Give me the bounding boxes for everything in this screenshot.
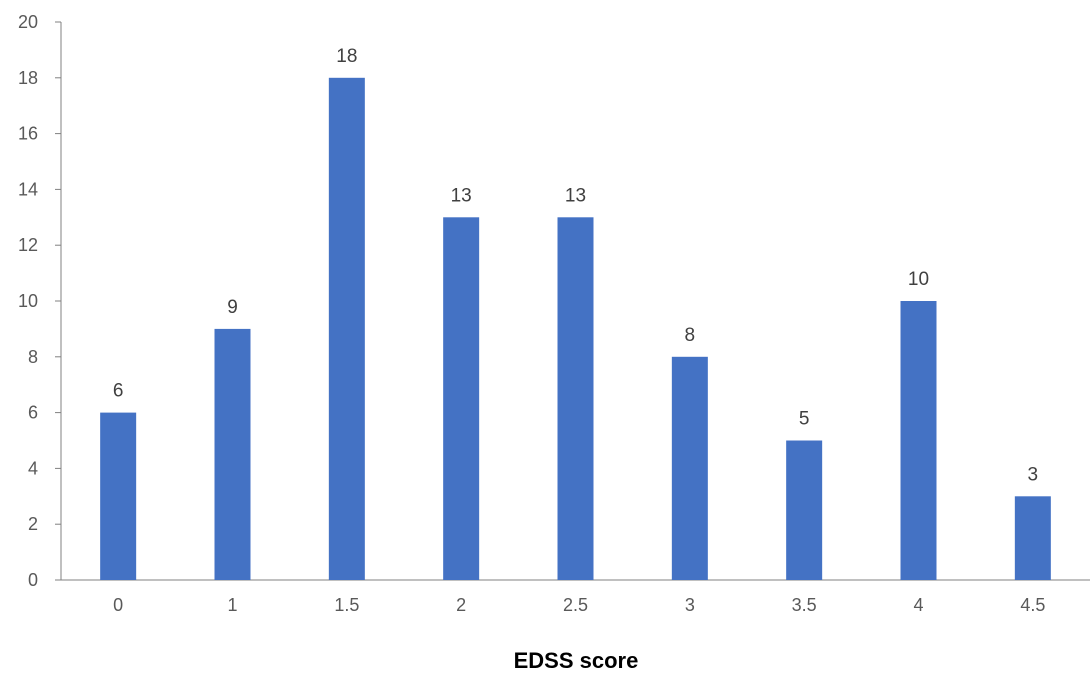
y-axis: 0 2 4 6 8 10 12 14 16 18 20	[18, 12, 62, 590]
bar	[214, 328, 251, 580]
bar	[1014, 496, 1051, 580]
bar-value-label: 13	[451, 185, 472, 206]
y-tick-label: 20	[18, 12, 38, 32]
data-labels: 6 9 18 13 13 8 5 10 3	[113, 46, 1039, 485]
x-tick-label: 0	[113, 595, 123, 615]
bar-value-label: 8	[685, 325, 696, 346]
bar-value-label: 5	[799, 409, 810, 430]
bar	[900, 301, 937, 580]
y-tick-label: 4	[28, 458, 38, 478]
bar-value-label: 18	[336, 46, 357, 67]
bar	[786, 440, 823, 580]
bar-value-label: 3	[1028, 464, 1039, 485]
bar	[100, 412, 137, 580]
y-tick-label: 12	[18, 235, 38, 255]
x-tick-label: 3.5	[792, 595, 817, 615]
y-tick-label: 18	[18, 68, 38, 88]
x-tick-label: 4	[913, 595, 923, 615]
x-tick-label: 3	[685, 595, 695, 615]
bar-value-label: 6	[113, 381, 124, 402]
bar	[557, 217, 594, 581]
x-axis: 0 1 1.5 2 2.5 3 3.5 4 4.5	[55, 579, 1090, 615]
y-tick-label: 14	[18, 179, 38, 199]
x-tick-label: 4.5	[1020, 595, 1045, 615]
x-axis-title: EDSS score	[514, 648, 639, 673]
x-tick-label: 1	[227, 595, 237, 615]
bar-value-label: 13	[565, 185, 586, 206]
bar-value-label: 10	[908, 269, 929, 290]
bars	[100, 77, 1051, 581]
y-tick-label: 6	[28, 403, 38, 423]
x-tick-label: 2	[456, 595, 466, 615]
y-tick-label: 0	[28, 570, 38, 590]
x-tick-label: 2.5	[563, 595, 588, 615]
y-tick-label: 2	[28, 514, 38, 534]
x-tick-label: 1.5	[334, 595, 359, 615]
y-tick-label: 8	[28, 347, 38, 367]
y-tick-label: 10	[18, 291, 38, 311]
bar	[443, 217, 480, 581]
bar-value-label: 9	[227, 297, 238, 318]
bar	[671, 356, 708, 580]
bar	[328, 77, 365, 581]
y-tick-label: 16	[18, 124, 38, 144]
